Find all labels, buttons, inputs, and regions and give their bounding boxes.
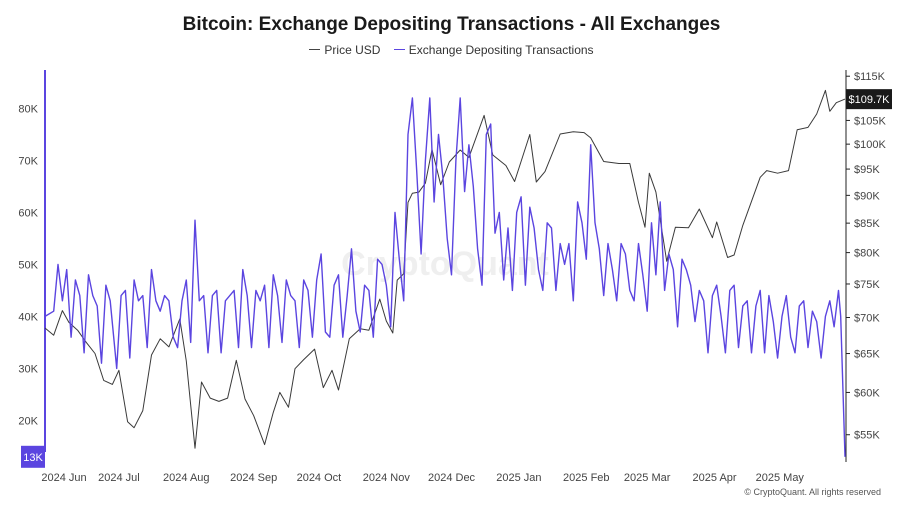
x-axis: 2024 Jun 2024 Jul 2024 Aug 2024 Sep 2024 Oct… — [41, 472, 804, 484]
left-tick-label-3: 50K — [18, 259, 38, 271]
deposits-last-value-badge — [21, 445, 45, 468]
chart-legend: Price USD Exchange Depositing Transactio… — [0, 43, 903, 57]
right-tick-label-10: $105K — [854, 115, 886, 127]
left-tick-label-2: 40K — [18, 311, 38, 323]
legend-swatch-deposits — [393, 49, 405, 51]
x-tick-label-10: 2025 Apr — [693, 472, 737, 484]
legend-label-deposits: Exchange Depositing Transactions — [408, 43, 594, 57]
right-tick-label-1: $60K — [854, 387, 880, 399]
left-tick-label-5: 70K — [18, 155, 38, 167]
x-tick-label-11: 2025 May — [756, 472, 805, 484]
deposits-last-value-text: 13K — [23, 452, 43, 464]
copyright-footer: © CryptoQuant. All rights reserved — [744, 487, 881, 497]
right-tick-label-5: $80K — [854, 248, 880, 260]
watermark: CryptoQuant — [341, 245, 549, 283]
legend-item-price[interactable]: Price USD — [309, 43, 380, 57]
right-tick-label-0: $55K — [854, 430, 880, 442]
legend-swatch-price — [309, 49, 321, 51]
right-tick-label-6: $85K — [854, 218, 880, 230]
right-axis: $55K $60K $65K $70K $75K $80K $85K $90K $95K $100… — [845, 70, 886, 462]
right-tick-label-4: $75K — [854, 279, 880, 291]
left-axis: 20K 30K 40K 50K 60K 70K 80K — [18, 70, 46, 452]
x-tick-label-1: 2024 Jul — [98, 472, 140, 484]
right-tick-label-3: $70K — [854, 313, 880, 325]
price-last-value-badge — [846, 89, 892, 110]
series-layer — [44, 89, 846, 457]
x-tick-label-7: 2025 Jan — [496, 472, 541, 484]
right-tick-label-7: $90K — [854, 190, 880, 202]
right-tick-label-12: $115K — [854, 71, 886, 83]
left-tick-label-6: 80K — [18, 103, 38, 115]
exchange-deposits-line — [44, 97, 846, 457]
x-tick-label-2: 2024 Aug — [163, 472, 210, 484]
right-tick-label-9: $100K — [854, 139, 886, 151]
price-last-value-text: $109.7K — [849, 94, 891, 106]
x-tick-label-8: 2025 Feb — [563, 472, 609, 484]
legend-label-price: Price USD — [324, 43, 381, 57]
legend-item-deposits[interactable]: Exchange Depositing Transactions — [393, 43, 594, 57]
right-tick-label-8: $95K — [854, 164, 880, 176]
right-tick-label-2: $65K — [854, 349, 880, 361]
x-tick-label-9: 2025 Mar — [624, 472, 671, 484]
price-usd-line — [44, 89, 846, 449]
x-tick-label-4: 2024 Oct — [297, 472, 342, 484]
x-tick-label-5: 2024 Nov — [363, 472, 411, 484]
chart-title: Bitcoin: Exchange Depositing Transaction… — [182, 14, 721, 35]
x-tick-label-3: 2024 Sep — [230, 472, 277, 484]
left-tick-label-1: 30K — [18, 363, 38, 375]
x-tick-label-0: 2024 Jun — [41, 472, 86, 484]
value-badges: 13K $109.7K — [21, 89, 892, 468]
x-tick-label-6: 2024 Dec — [428, 472, 476, 484]
left-tick-label-0: 20K — [18, 415, 38, 427]
left-tick-label-4: 60K — [18, 207, 38, 219]
